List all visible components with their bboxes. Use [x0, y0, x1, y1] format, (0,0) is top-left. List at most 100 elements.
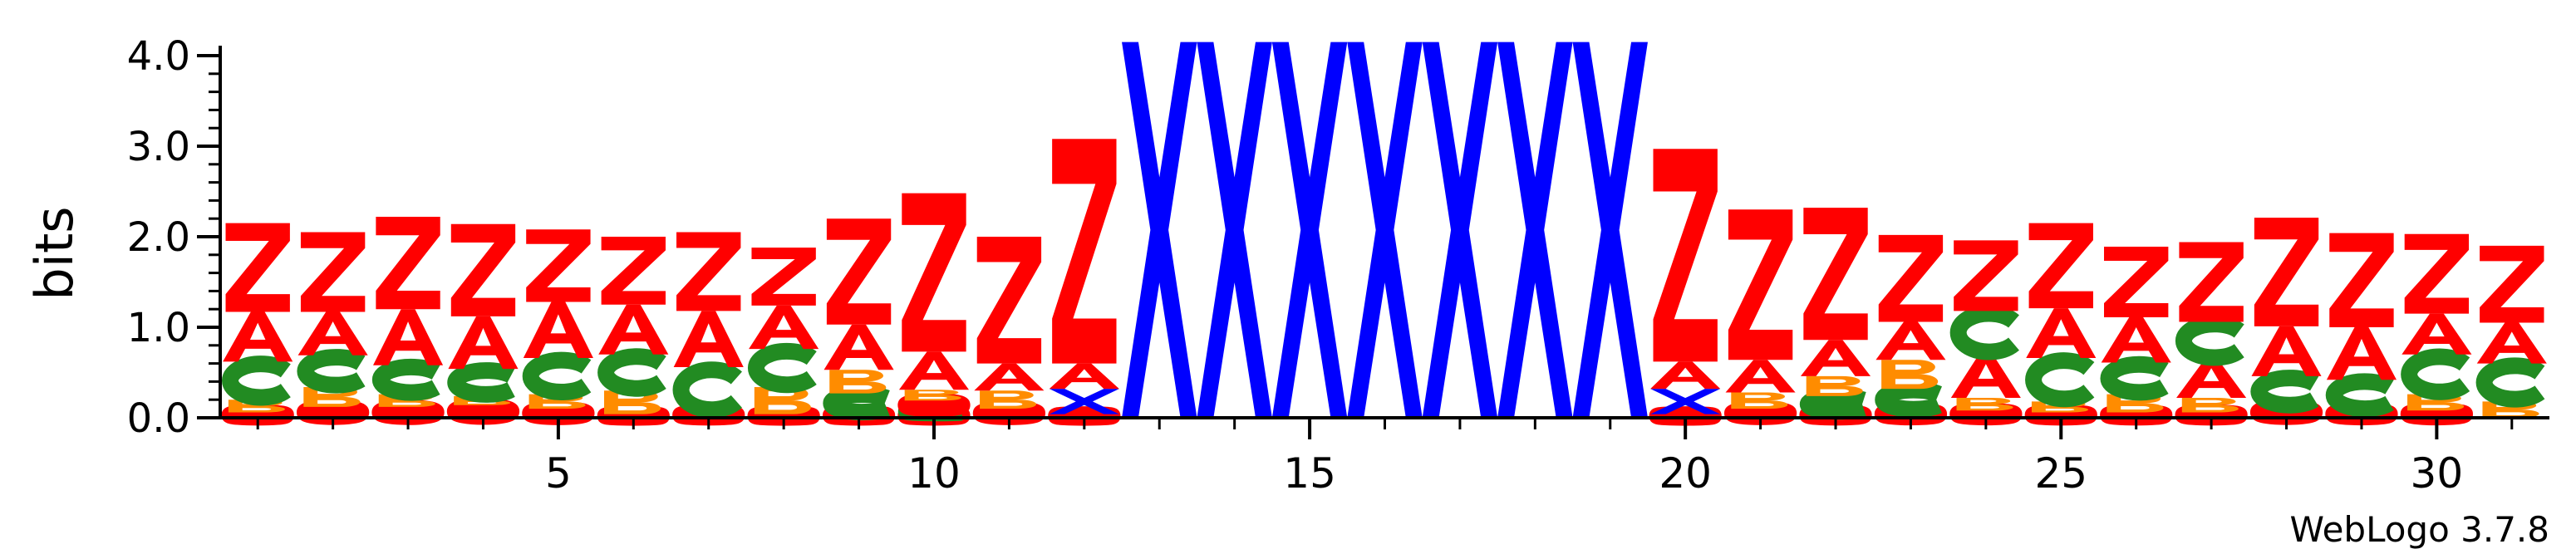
x-tick-label: 30	[2411, 449, 2464, 498]
logo-letter-c-pos-23	[1883, 390, 1939, 409]
logo-letter-a-pos-31	[2476, 322, 2547, 364]
logo-letter-z-pos-30	[2404, 233, 2470, 314]
logo-letter-z-pos-31	[2480, 245, 2544, 323]
logo-letter-z-pos-27	[2179, 242, 2244, 322]
logo-letter-c-pos-25	[2033, 360, 2089, 399]
logo-letter-z-pos-11	[976, 237, 1042, 364]
logo-letter-b-pos-21	[1731, 392, 1788, 409]
logo-letter-c-pos-30	[2409, 357, 2465, 392]
logo-letter-z-pos-2	[300, 232, 366, 312]
logo-letter-b-pos-24	[1956, 398, 2013, 411]
logo-letter-c-pos-2	[305, 357, 361, 385]
logo-letter-b-pos-6	[603, 390, 661, 414]
logo-letter-z-pos-28	[2254, 218, 2319, 326]
logo-letter-a-pos-29	[2326, 327, 2397, 380]
logo-letter-z-pos-24	[1954, 240, 2018, 311]
logo-letter-b-pos-27	[2181, 398, 2239, 413]
logo-letter-x-pos-18	[1497, 42, 1573, 419]
logo-letter-a-pos-24	[1950, 354, 2021, 399]
logo-letter-o-pos-2	[305, 408, 361, 416]
logo-letter-z-pos-6	[601, 237, 666, 305]
logo-letter-c-pos-9	[831, 395, 887, 412]
logo-letter-c-pos-5	[531, 360, 587, 392]
logo-letter-a-pos-9	[823, 324, 894, 370]
y-axis-label: bits	[24, 206, 85, 300]
logo-letter-z-pos-5	[526, 229, 591, 302]
logo-letter-a-pos-22	[1800, 340, 1871, 376]
logo-letter-b-pos-10	[904, 390, 961, 401]
logo-letter-c-pos-31	[2485, 365, 2540, 399]
logo-letter-b-pos-23	[1881, 360, 1939, 390]
logo-letter-c-pos-1	[230, 364, 286, 397]
x-tick-label: 5	[545, 449, 572, 498]
logo-letter-x-pos-12	[1049, 389, 1119, 414]
logo-letter-z-pos-23	[1878, 234, 1944, 322]
logo-letter-a-pos-3	[373, 309, 444, 365]
logo-letter-a-pos-10	[898, 351, 970, 390]
logo-letter-z-pos-8	[751, 248, 816, 306]
logo-letter-a-pos-1	[223, 311, 293, 362]
logo-letter-a-pos-8	[749, 305, 819, 350]
logo-letter-a-pos-23	[1875, 321, 1946, 360]
logo-letter-c-pos-29	[2334, 381, 2390, 409]
logo-letter-a-pos-27	[2176, 360, 2247, 399]
logo-letter-a-pos-25	[2026, 308, 2097, 359]
logo-letter-z-pos-29	[2329, 233, 2394, 327]
logo-letter-z-pos-10	[902, 193, 966, 352]
logo-letter-z-pos-7	[676, 232, 741, 311]
logo-letter-a-pos-20	[1650, 361, 1721, 390]
logo-letter-c-pos-7	[681, 370, 737, 409]
logo-letter-c-pos-27	[2184, 324, 2239, 357]
weblogo-credit: WebLogo 3.7.8	[2290, 509, 2550, 550]
logo-letter-x-pos-14	[1197, 42, 1272, 419]
logo-letter-c-pos-6	[606, 356, 661, 388]
logo-letter-o-pos-21	[1733, 409, 1788, 417]
logo-letter-c-pos-22	[1808, 397, 1864, 411]
logo-letter-c-pos-8	[756, 351, 812, 385]
y-tick-label: 0.0	[127, 395, 190, 442]
logo-letter-x-pos-16	[1347, 42, 1423, 419]
logo-letter-z-pos-20	[1653, 149, 1718, 362]
logo-letter-b-pos-22	[1806, 375, 1863, 396]
logo-letter-c-pos-26	[2108, 365, 2164, 393]
logo-letter-a-pos-26	[2101, 317, 2171, 363]
x-tick-label: 15	[1283, 449, 1336, 498]
logo-letter-z-pos-26	[2104, 246, 2169, 318]
logo-letter-x-pos-13	[1122, 42, 1197, 419]
x-tick-label: 25	[2034, 449, 2087, 498]
logo-letter-x-pos-17	[1422, 42, 1498, 419]
logo-letter-o-pos-11	[981, 409, 1037, 417]
logo-letter-a-pos-4	[448, 316, 519, 370]
logo-letter-z-pos-3	[376, 217, 440, 310]
logo-letter-c-pos-24	[1959, 314, 2014, 352]
letters-layer	[223, 42, 2547, 418]
logo-letter-a-pos-6	[598, 304, 669, 355]
logo-letter-o-pos-5	[530, 409, 586, 417]
logo-letter-a-pos-7	[673, 311, 744, 367]
x-tick-label: 20	[1659, 449, 1712, 498]
logo-letter-c-pos-4	[455, 370, 511, 395]
logo-letter-b-pos-8	[754, 386, 811, 414]
logo-letter-z-pos-25	[2028, 223, 2093, 309]
logo-letter-a-pos-30	[2401, 313, 2472, 355]
logo-letter-z-pos-9	[826, 218, 892, 325]
logo-letter-a-pos-12	[1049, 363, 1119, 390]
logo-letter-o-pos-4	[455, 406, 511, 416]
logo-letter-x-pos-15	[1271, 42, 1348, 419]
logo-letter-z-pos-12	[1052, 139, 1117, 364]
logo-letter-c-pos-3	[381, 367, 436, 393]
y-tick-label: 4.0	[127, 33, 190, 80]
logo-letter-z-pos-1	[225, 223, 290, 312]
logo-letter-a-pos-28	[2251, 326, 2322, 376]
x-tick-label: 10	[907, 449, 961, 498]
logo-letter-a-pos-21	[1725, 360, 1796, 393]
axes-layer: 0.0 1.0 2.0 3.0 4.0 5 10 15 20 25 30	[127, 33, 2549, 498]
logo-letter-z-pos-21	[1728, 209, 1793, 360]
y-tick-label: 3.0	[127, 124, 190, 170]
logo-letter-c-pos-28	[2259, 378, 2314, 405]
logo-letter-x-pos-20	[1650, 389, 1721, 414]
logo-letter-o-pos-10	[906, 401, 961, 409]
logo-letter-z-pos-4	[450, 223, 516, 316]
